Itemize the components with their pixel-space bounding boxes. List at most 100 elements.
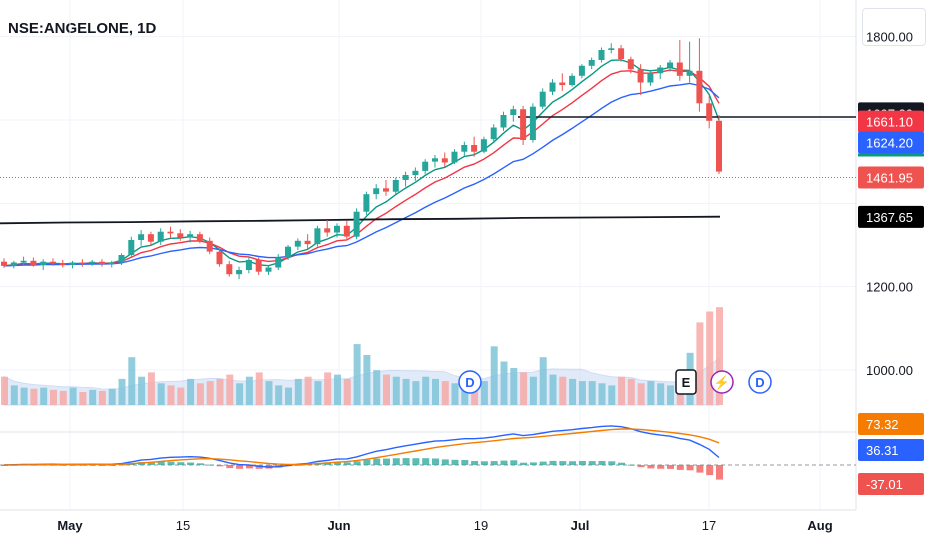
macd-histogram-bar (118, 464, 126, 466)
macd-histogram-bar (598, 461, 606, 465)
volume-bar (627, 378, 635, 405)
volume-bar (432, 378, 439, 405)
macd-histogram-bar (451, 459, 459, 465)
x-tick-label: 17 (702, 518, 716, 533)
candle-body (559, 82, 566, 85)
candle (138, 230, 145, 246)
candle-body (324, 228, 331, 233)
candle-body (353, 211, 360, 237)
candle-body (59, 263, 66, 265)
candle (324, 220, 331, 237)
volume-bar (716, 307, 723, 405)
candle (510, 105, 517, 122)
candle (79, 259, 86, 267)
price-tag-ema-slow-text: 1624.20 (866, 136, 913, 151)
volume-bar (59, 390, 67, 405)
candle-body (147, 234, 154, 242)
volume-bar (118, 378, 126, 405)
volume-bar (569, 378, 577, 405)
candle-body (451, 151, 458, 163)
macd-histogram-bar (383, 458, 390, 465)
volume-bar (196, 383, 204, 405)
candle (343, 220, 350, 240)
candle (657, 65, 664, 80)
price-tag-ema-slow: 1624.20 (858, 131, 924, 154)
candle (549, 79, 556, 95)
volume-bar (539, 357, 547, 405)
macd-histogram-bar (549, 460, 557, 465)
candle (334, 223, 340, 238)
price-tag-ema-long: 1367.65 (858, 205, 924, 228)
price-tag-last: 1461.95 (858, 166, 924, 189)
macd-histogram-bar (647, 465, 655, 469)
toolbar-box[interactable] (862, 8, 926, 46)
candle-body (265, 267, 272, 272)
volume-bar (108, 388, 116, 405)
dividend-marker-label: D (465, 375, 474, 390)
candle-body (510, 109, 517, 115)
ema-mid-line (3, 69, 720, 267)
volume-bar (696, 322, 704, 405)
macd-histogram-bar (480, 461, 488, 465)
candle (529, 103, 536, 143)
candle (196, 231, 203, 244)
x-tick-label: Jul (571, 518, 590, 533)
volume-bar (40, 387, 48, 405)
candle-body (334, 225, 340, 233)
candle (696, 38, 703, 112)
volume-bar (89, 389, 97, 405)
candle-body (30, 260, 37, 265)
candle (667, 60, 673, 72)
earnings-marker-label: E (682, 375, 691, 390)
macd-histogram-bar (294, 464, 302, 466)
macd-histogram-bar (324, 462, 332, 465)
macd-histogram-bar (157, 461, 165, 465)
macd-histogram-bar (108, 464, 116, 466)
volume-bar (490, 346, 498, 405)
volume-bar (245, 376, 253, 405)
candle-body (20, 260, 27, 263)
macd-histogram-bar (147, 462, 155, 465)
price-tag-ema-long-bg (858, 205, 924, 228)
candle-body (226, 264, 233, 275)
candle-body (676, 62, 683, 76)
candle (314, 225, 321, 247)
candle-body (461, 145, 468, 152)
candle (20, 256, 27, 266)
x-tick-label: May (57, 518, 83, 533)
macd-histogram-bar (236, 465, 244, 469)
macd-histogram-bar (98, 464, 106, 466)
volume-bar (285, 387, 292, 405)
dividend-marker (748, 370, 772, 394)
volume-bar (657, 383, 665, 405)
candle (265, 265, 272, 275)
candle-body (637, 69, 644, 83)
candle-body (69, 262, 76, 265)
candle-body (79, 262, 86, 264)
candle-body (618, 48, 625, 60)
candle-body (167, 231, 174, 234)
candle-body (647, 73, 654, 83)
volume-bar (588, 381, 596, 405)
macd-histogram-bar (89, 464, 97, 466)
candle-body (206, 240, 213, 252)
candle (608, 43, 615, 54)
macd-histogram-bar (432, 458, 439, 465)
candle-body (314, 228, 321, 245)
candle (50, 258, 56, 266)
volume-bar (147, 372, 155, 405)
candle-body (363, 194, 370, 212)
candle (304, 234, 311, 250)
macd-histogram-bar (667, 465, 674, 469)
candle (637, 64, 644, 95)
candle-body (275, 257, 282, 268)
candle-body (304, 240, 311, 245)
dividend-marker-label: D (755, 375, 764, 390)
candle-body (569, 75, 576, 85)
candle-body (373, 188, 380, 195)
macd-histogram-bar (520, 462, 528, 465)
macd-histogram-bar (363, 459, 371, 465)
candle-body (696, 70, 703, 104)
